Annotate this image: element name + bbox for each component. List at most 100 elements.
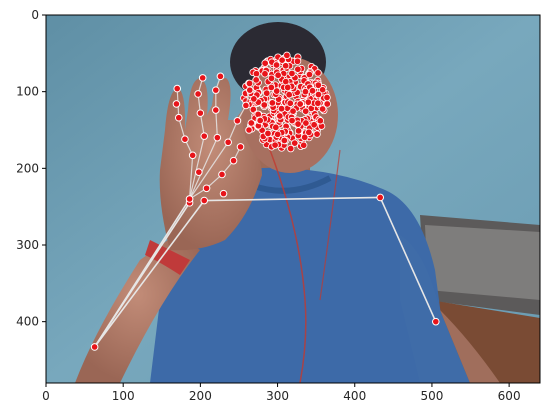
face-point bbox=[289, 107, 297, 115]
face-point bbox=[291, 139, 299, 147]
y-tick-label: 100 bbox=[16, 85, 39, 99]
face-point bbox=[314, 69, 322, 77]
face-point bbox=[271, 141, 279, 149]
hand-point bbox=[218, 170, 226, 179]
face-point bbox=[301, 107, 310, 115]
hand-edge bbox=[199, 113, 205, 137]
face-point bbox=[293, 57, 302, 65]
face-point bbox=[277, 105, 286, 113]
face-mesh bbox=[240, 51, 331, 153]
face-point bbox=[272, 61, 281, 69]
face-point bbox=[274, 71, 282, 79]
hand-point bbox=[185, 195, 194, 203]
hand-edge bbox=[215, 110, 218, 138]
face-point bbox=[299, 141, 308, 149]
hand-point bbox=[229, 156, 238, 165]
face-point bbox=[288, 69, 296, 78]
face-point bbox=[250, 95, 258, 103]
face-point bbox=[280, 136, 289, 145]
face-point bbox=[323, 93, 331, 102]
hand-point bbox=[194, 90, 202, 98]
face-point bbox=[252, 70, 261, 78]
face-point bbox=[278, 56, 286, 64]
hand-point bbox=[219, 189, 228, 198]
face-point bbox=[247, 119, 255, 127]
face-point bbox=[294, 120, 302, 128]
face-point bbox=[313, 130, 321, 138]
hand-point bbox=[174, 113, 183, 122]
face-point bbox=[268, 99, 277, 107]
hand-point bbox=[172, 100, 181, 108]
x-tick-label: 600 bbox=[498, 389, 521, 403]
face-point bbox=[252, 76, 260, 84]
hand-point bbox=[195, 168, 203, 176]
x-axis: 0 100 200 300 400 500 600 bbox=[42, 383, 521, 403]
face-point bbox=[285, 91, 293, 99]
face-point bbox=[314, 90, 323, 99]
right-elbow-point bbox=[431, 317, 440, 326]
pose-edge bbox=[204, 196, 381, 202]
hand-point bbox=[216, 72, 225, 81]
face-point bbox=[276, 112, 284, 120]
hand-edge bbox=[189, 141, 229, 200]
hand-point bbox=[173, 84, 182, 93]
left-elbow-point bbox=[90, 343, 99, 351]
x-tick-label: 100 bbox=[112, 389, 135, 403]
hand-edge bbox=[188, 155, 194, 200]
face-point bbox=[273, 87, 281, 95]
x-tick-label: 300 bbox=[266, 389, 289, 403]
pose-edge bbox=[93, 202, 191, 348]
face-point bbox=[287, 144, 295, 153]
face-point bbox=[283, 51, 291, 60]
hand-point bbox=[224, 138, 232, 147]
hand-edge bbox=[227, 120, 238, 143]
hand-edge bbox=[189, 137, 218, 200]
face-point bbox=[314, 81, 323, 89]
hand-point bbox=[212, 86, 220, 94]
hand-point bbox=[202, 184, 211, 193]
x-tick-label: 400 bbox=[343, 389, 366, 403]
y-axis: 0 100 200 300 400 bbox=[16, 8, 46, 329]
face-point bbox=[301, 87, 310, 96]
y-tick-label: 400 bbox=[16, 315, 39, 329]
hand-point bbox=[242, 101, 250, 110]
y-tick-label: 300 bbox=[16, 238, 39, 252]
x-tick-label: 200 bbox=[189, 389, 212, 403]
left-shoulder-point bbox=[200, 196, 209, 205]
hand-point bbox=[236, 143, 245, 151]
face-point bbox=[304, 98, 313, 106]
hand-point bbox=[196, 109, 205, 117]
plot-frame bbox=[45, 14, 541, 384]
face-point bbox=[263, 89, 271, 97]
face-point bbox=[281, 62, 290, 70]
right-shoulder-point bbox=[376, 193, 385, 202]
face-point bbox=[305, 70, 314, 79]
y-tick-label: 0 bbox=[31, 8, 39, 22]
face-point bbox=[267, 74, 276, 82]
face-point bbox=[302, 119, 310, 127]
face-point bbox=[267, 83, 276, 92]
landmark-overlay bbox=[90, 51, 440, 351]
hand-skeleton bbox=[172, 72, 254, 203]
face-point bbox=[288, 116, 296, 125]
hand-edge bbox=[188, 135, 205, 200]
pose-skeleton bbox=[90, 193, 440, 351]
face-point bbox=[256, 116, 264, 125]
hand-point bbox=[181, 135, 189, 143]
face-point bbox=[286, 99, 294, 107]
pose-edge bbox=[93, 200, 205, 348]
face-point bbox=[318, 86, 327, 94]
hand-point bbox=[198, 74, 207, 82]
face-point bbox=[310, 121, 318, 129]
hand-point bbox=[212, 106, 220, 114]
hand-point bbox=[245, 126, 253, 134]
face-point bbox=[273, 130, 282, 139]
face-point bbox=[308, 87, 317, 95]
x-tick-label: 500 bbox=[420, 389, 443, 403]
face-point bbox=[261, 70, 269, 78]
face-point bbox=[294, 127, 303, 135]
face-point bbox=[316, 117, 325, 125]
face-point bbox=[296, 100, 304, 108]
face-point bbox=[318, 105, 327, 113]
